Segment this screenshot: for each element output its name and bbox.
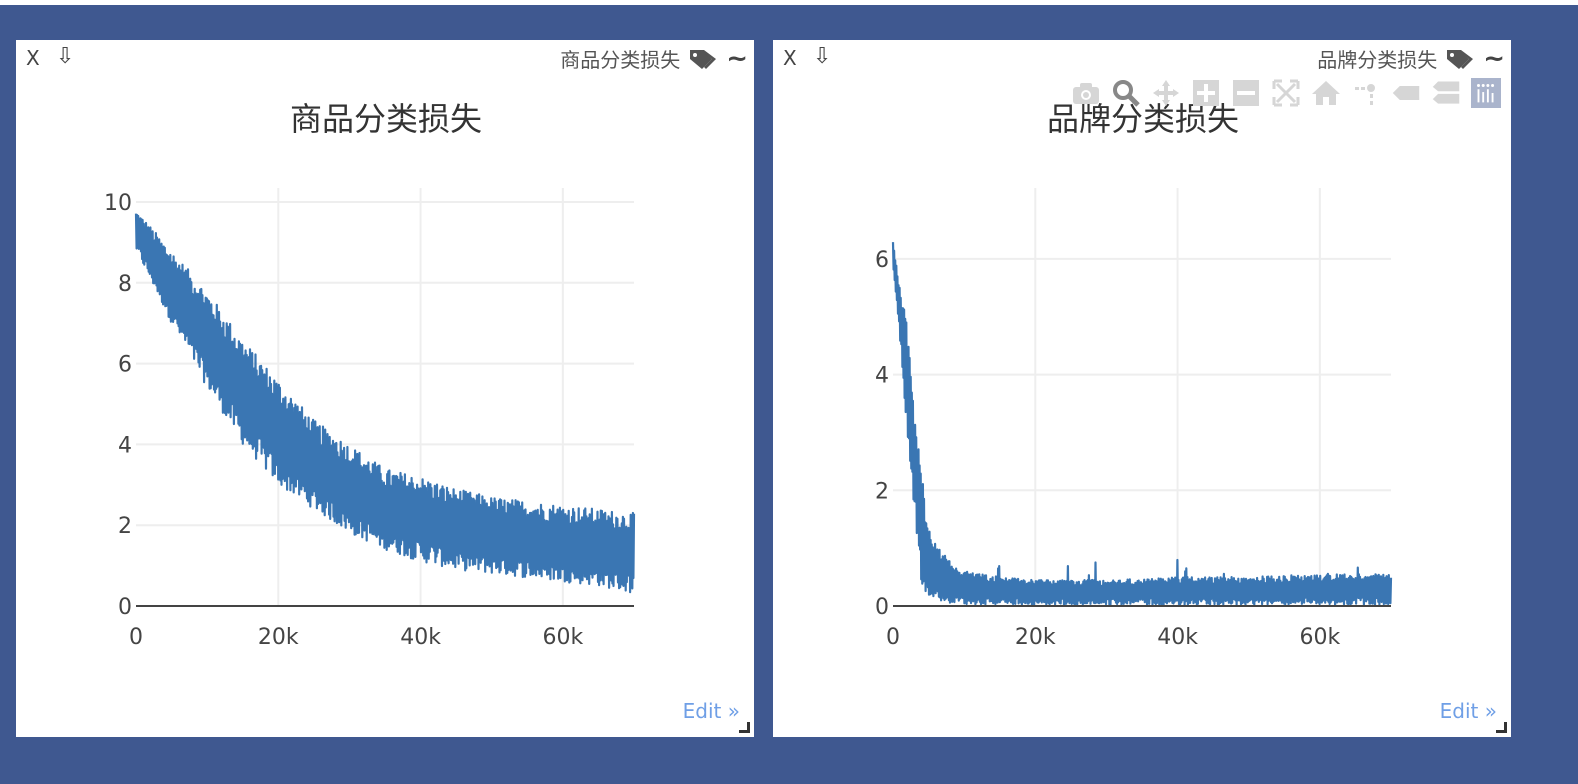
edit-link[interactable]: Edit »	[682, 699, 740, 723]
download-button[interactable]: ⇩	[56, 44, 75, 69]
y-tick-label: 0	[875, 595, 889, 620]
close-button[interactable]: X	[783, 46, 797, 70]
top-strip	[0, 0, 1578, 5]
spike-lines-icon[interactable]	[1351, 78, 1381, 108]
hover-closest-icon[interactable]	[1391, 78, 1421, 108]
home-icon[interactable]	[1311, 78, 1341, 108]
y-tick-label: 2	[118, 514, 132, 539]
chart-product-loss: 商品分类损失 0 20k 40k 60k 0 2 4 6 8 10	[104, 100, 636, 650]
y-tick-label: 2	[875, 479, 889, 504]
y-tick-label: 4	[875, 364, 889, 389]
chart-brand-loss: 品牌分类损失 0 20k 40k 60k 0 2 4 6	[875, 100, 1393, 650]
y-tick-label: 10	[104, 191, 132, 216]
x-tick-label: 20k	[1015, 625, 1056, 650]
y-tick-label: 0	[118, 595, 132, 620]
x-tick-label: 40k	[400, 625, 441, 650]
x-tick-label: 0	[129, 625, 143, 650]
x-tick-label: 0	[886, 625, 900, 650]
download-button[interactable]: ⇩	[813, 44, 832, 69]
chart-window-brand-loss: X ⇩ 品牌分类损失 ~ 品牌分类损失 0 20k 40k 60k 0 2 4 6 Edit »	[773, 40, 1511, 737]
autoscale-icon[interactable]	[1271, 78, 1301, 108]
window-title-bar: 品牌分类损失 ~	[1317, 44, 1505, 73]
resize-handle[interactable]	[739, 722, 750, 733]
zoom-icon[interactable]	[1111, 78, 1141, 108]
series-line	[891, 242, 1393, 606]
tag-icon[interactable]	[688, 47, 718, 71]
x-tick-label: 40k	[1157, 625, 1198, 650]
smooth-icon[interactable]: ~	[726, 43, 748, 74]
smooth-icon[interactable]: ~	[1483, 43, 1505, 74]
window-title: 品牌分类损失	[1317, 48, 1438, 72]
window-title: 商品分类损失	[560, 48, 681, 72]
camera-icon[interactable]	[1071, 78, 1101, 108]
window-title-bar: 商品分类损失 ~	[560, 44, 748, 73]
chart-window-product-loss: X ⇩ 商品分类损失 ~ 商品分类损失 0 20k 40k 60k 0 2 4 6 8 10 Edi…	[16, 40, 754, 737]
modebar	[1071, 78, 1501, 108]
x-tick-label: 20k	[258, 625, 299, 650]
x-tick-label: 60k	[1299, 625, 1340, 650]
y-tick-label: 8	[118, 272, 132, 297]
chart-title: 品牌分类损失	[1047, 100, 1239, 138]
zoom-out-icon[interactable]	[1231, 78, 1261, 108]
hover-compare-icon[interactable]	[1431, 78, 1461, 108]
x-tick-label: 60k	[542, 625, 583, 650]
y-tick-label: 4	[118, 433, 132, 458]
pan-icon[interactable]	[1151, 78, 1181, 108]
y-tick-label: 6	[118, 353, 132, 378]
resize-handle[interactable]	[1496, 722, 1507, 733]
edit-link[interactable]: Edit »	[1439, 699, 1497, 723]
plotly-logo-icon[interactable]	[1471, 78, 1501, 108]
tag-icon[interactable]	[1445, 47, 1475, 71]
series-line	[134, 213, 636, 594]
y-tick-label: 6	[875, 248, 889, 273]
zoom-in-icon[interactable]	[1191, 78, 1221, 108]
chart-title: 商品分类损失	[290, 100, 482, 138]
close-button[interactable]: X	[26, 46, 40, 70]
